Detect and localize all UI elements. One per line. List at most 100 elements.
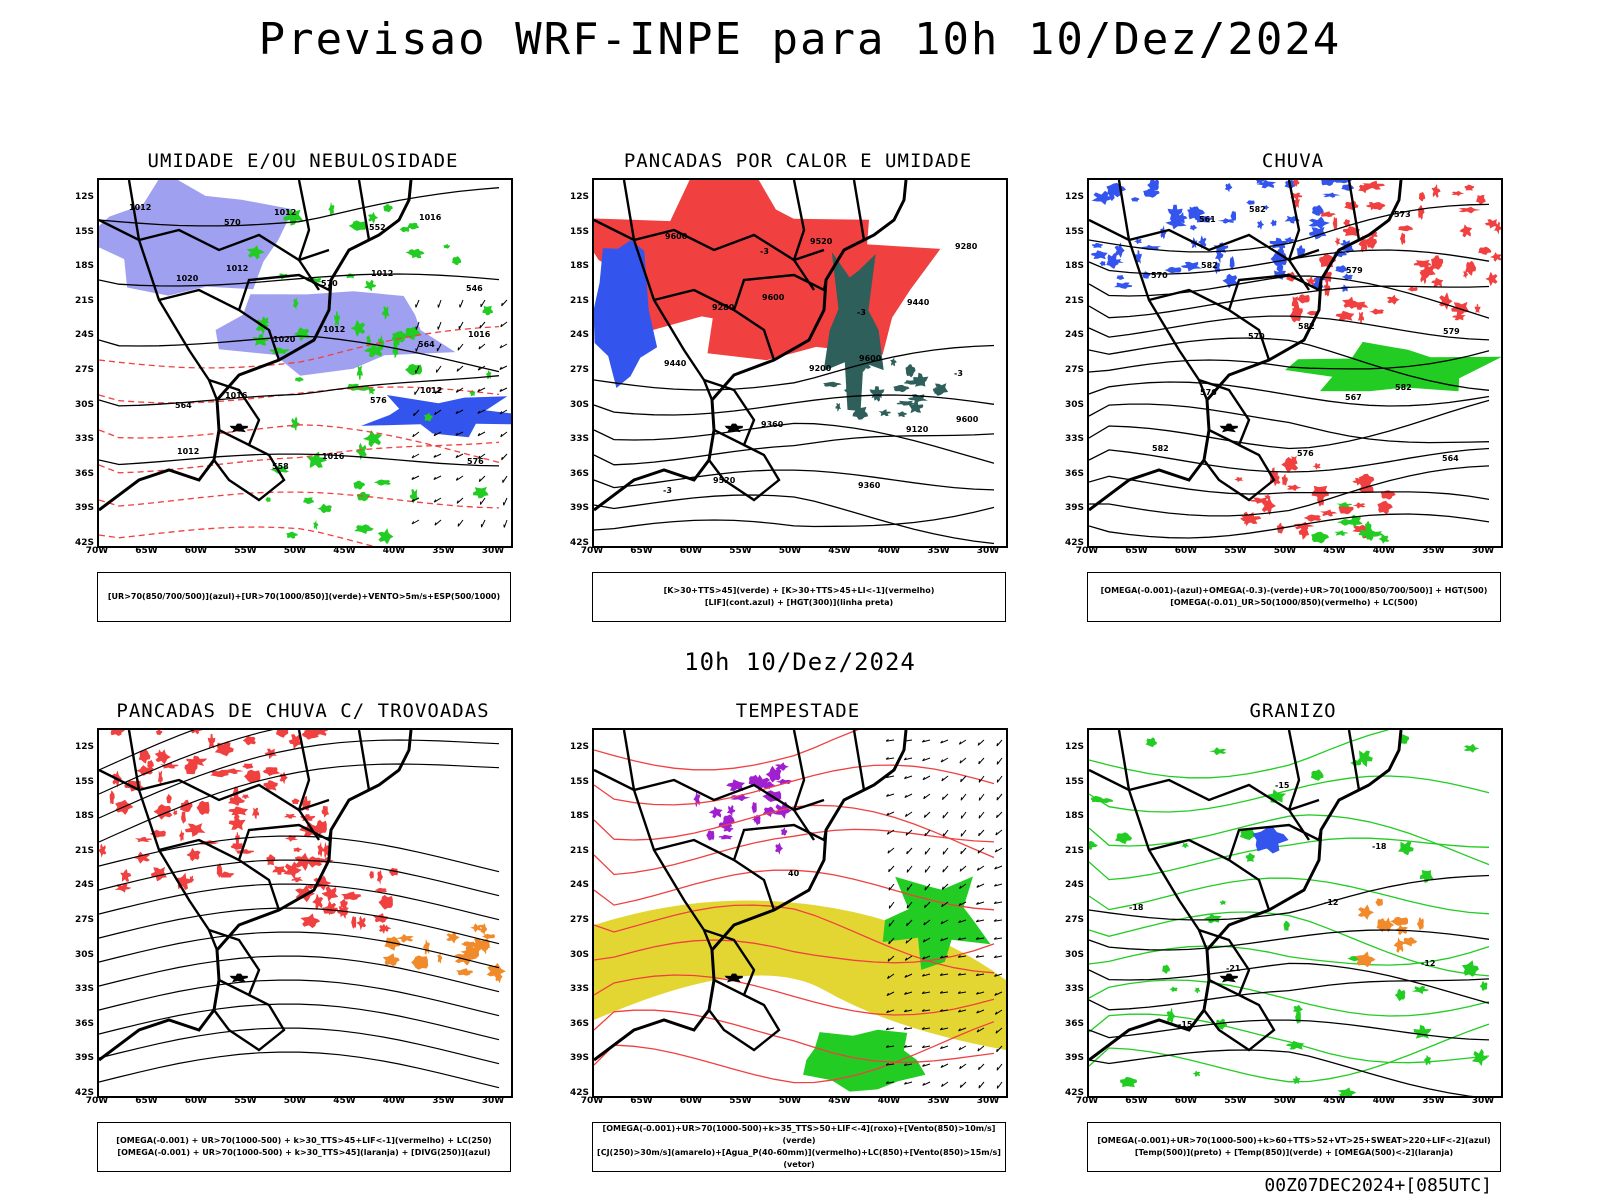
wind-vector: [996, 757, 1003, 765]
rain-blue-area: [1099, 261, 1106, 267]
wind-vector: [996, 793, 1003, 801]
lon-tick-label: 50W: [283, 546, 307, 556]
wind-vector: [958, 919, 967, 924]
lake-mark: [724, 973, 743, 983]
contour-label: -12: [1324, 898, 1338, 907]
humidity-green-contour: [288, 210, 295, 215]
contour-label: 9440: [664, 359, 687, 368]
contour-line: [1089, 399, 1490, 450]
contour-label: 1012: [177, 447, 199, 456]
humidity-green-contour: [377, 528, 394, 545]
thunder-orange-area: [463, 944, 480, 960]
wind-vector: [978, 829, 985, 837]
wind-vector: [413, 409, 420, 417]
humidity-green-contour: [283, 209, 304, 226]
wind-vector: [922, 1081, 931, 1086]
lon-tick-label: 35W: [432, 546, 455, 556]
contour-line: [594, 494, 995, 545]
footer-run-info: 00Z07DEC2024+[085UTC]: [1264, 1175, 1492, 1196]
country-border: [1203, 443, 1276, 502]
rain-red-area: [1386, 294, 1400, 305]
temp850-green-contour: [1283, 920, 1290, 931]
thunder-red-area: [156, 749, 163, 761]
thunder-orange-area: [469, 923, 483, 933]
wind-vector: [924, 901, 931, 909]
contour-label: -18: [1129, 903, 1144, 912]
wind-vector: [501, 453, 508, 461]
contour-label: 570: [321, 279, 338, 288]
streamline: [99, 883, 500, 921]
lat-tick-label: 33S: [569, 984, 589, 995]
contour-label: 570: [1151, 271, 1168, 280]
contour-line: [99, 375, 500, 407]
streamline: [99, 859, 500, 897]
contour-label: 1012: [274, 208, 296, 217]
thunder-red-area: [150, 866, 167, 882]
country-border: [732, 273, 828, 311]
rain-blue-area: [1308, 226, 1327, 240]
wind-vector: [977, 739, 985, 746]
wind-vector: [905, 829, 913, 836]
storm-purple-area: [726, 779, 745, 792]
lon-tick-label: 30W: [1471, 1096, 1495, 1106]
wind-vector: [888, 865, 895, 873]
humidity-green-contour: [333, 311, 340, 327]
lon-tick-label: 55W: [729, 1096, 752, 1106]
streamline: [99, 835, 500, 873]
country-border: [1089, 768, 1320, 812]
rain-blue-area: [1270, 219, 1277, 227]
rain-blue-area: [1230, 210, 1237, 222]
country-border: [348, 180, 371, 252]
wind-vector: [414, 387, 420, 395]
wind-vector: [959, 757, 967, 764]
country-border: [1338, 730, 1361, 802]
contour-line: [99, 325, 500, 369]
thunder-orange-area: [495, 969, 503, 984]
convection-fill-green: [847, 401, 856, 411]
convection-fill-green: [878, 409, 891, 417]
legend-line: [K>30+TTS>45](verde) + [K>30+TTS>45+LI<-…: [663, 586, 935, 595]
wind-vector: [959, 1063, 967, 1070]
thunder-red-area: [218, 871, 235, 878]
humidity-green-contour: [294, 377, 304, 382]
lat-tick-label: 15S: [1064, 776, 1084, 787]
lat-tick-label: 42S: [74, 538, 94, 548]
contour-label: 1012: [420, 386, 442, 395]
wind-vector: [888, 883, 895, 891]
thunder-red-area: [228, 806, 249, 816]
convection-fill-green: [823, 252, 884, 411]
rain-blue-area: [1106, 182, 1127, 198]
contour-label: 582: [1395, 383, 1412, 392]
temp850-green-contour: [1181, 842, 1189, 849]
lat-tick-label: 21S: [569, 845, 589, 856]
omega-orange-area: [1416, 916, 1424, 931]
wind-vector: [957, 991, 967, 994]
thunder-red-area: [154, 749, 171, 765]
humidity-green-contour: [252, 333, 269, 346]
wind-vector: [923, 793, 931, 800]
convection-fill-green: [844, 385, 853, 396]
country-border: [1148, 288, 1271, 361]
humidity-green-contour: [305, 277, 324, 285]
lon-tick-label: 35W: [927, 546, 950, 556]
lon-tick-label: 30W: [481, 546, 505, 556]
wind-vector: [500, 431, 508, 438]
temp850-green-contour: [1412, 985, 1430, 995]
lon-tick-label: 60W: [1174, 546, 1198, 556]
contour-label: 561: [1199, 215, 1216, 224]
rain-red-area: [1303, 514, 1322, 522]
rain-red-area: [1459, 224, 1473, 238]
contour-label: 40: [788, 869, 800, 878]
contour-label: 9280: [955, 242, 978, 251]
thunder-orange-area: [422, 938, 430, 955]
contour-label: -12: [1421, 959, 1435, 968]
streamline: [99, 955, 500, 993]
thunder-red-area: [293, 847, 303, 853]
wind-vector: [499, 387, 508, 392]
storm-purple-area: [775, 842, 783, 855]
temp850-green-contour: [1479, 980, 1488, 992]
lat-tick-label: 27S: [74, 365, 94, 375]
rain-red-area: [1494, 221, 1501, 235]
rain-blue-area: [1189, 224, 1197, 231]
map-panel: 9600 9600 9600 9600 9520 9520 9440 9440 9360 9360…: [592, 178, 1008, 548]
